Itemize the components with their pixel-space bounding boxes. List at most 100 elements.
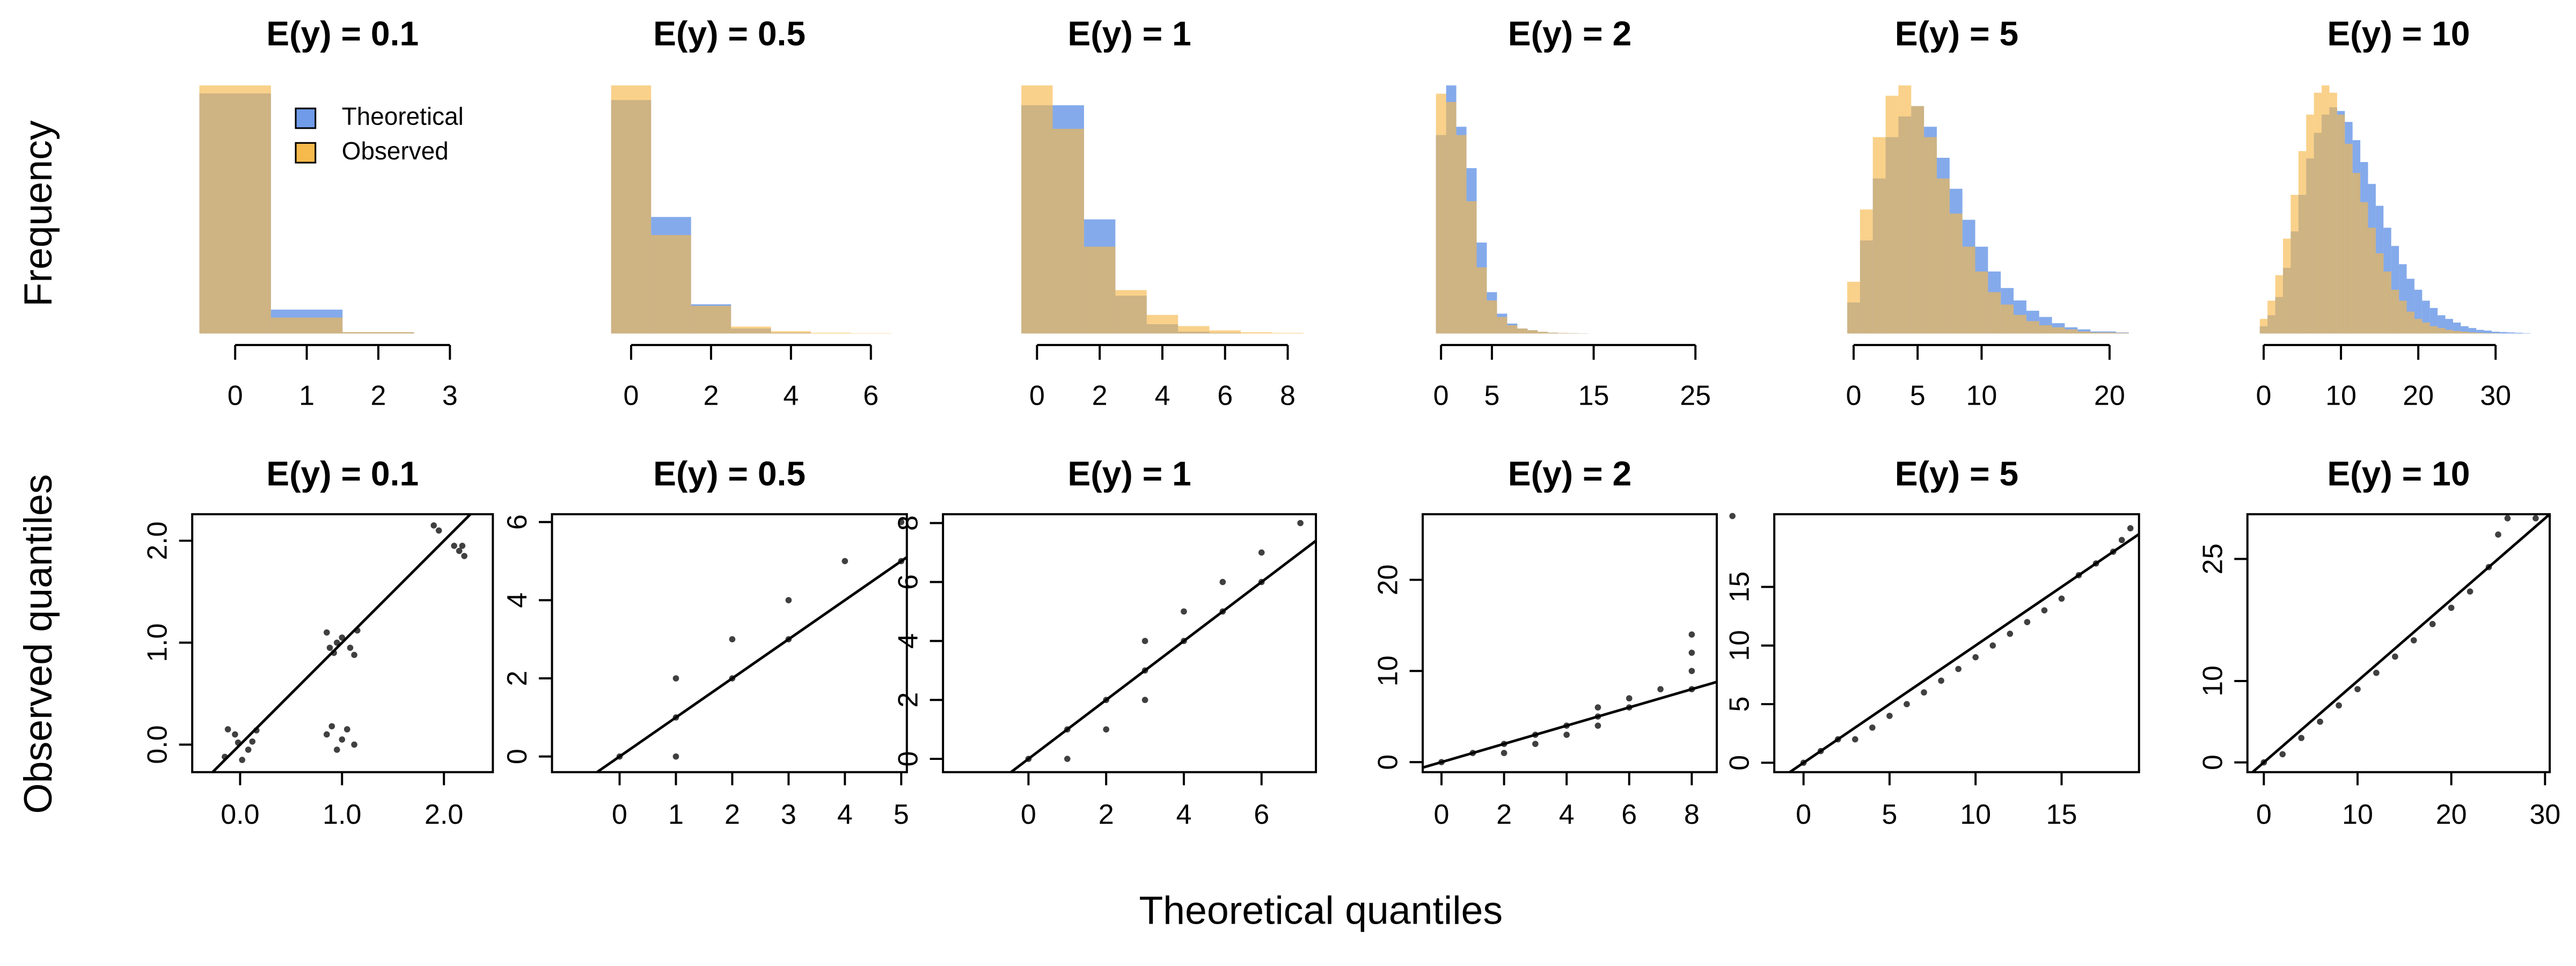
point: [324, 629, 330, 636]
point: [2317, 718, 2323, 725]
histogram-bar: [2399, 301, 2407, 334]
x-tick-label: 6: [863, 380, 879, 412]
histogram-bar: [2103, 332, 2116, 334]
x-tick-label: 0: [612, 799, 627, 830]
x-tick-label: 10: [2342, 799, 2373, 830]
histogram-bar: [2491, 332, 2500, 334]
reference-line: [2250, 514, 2550, 772]
reference-line: [1008, 539, 1316, 772]
x-tick-label: 10: [2325, 380, 2357, 412]
y-tick-label: 20: [1373, 565, 1404, 596]
x-tick-label: 1.0: [323, 799, 361, 830]
x-tick-label: 0: [1433, 380, 1449, 412]
x-tick-label: 4: [837, 799, 853, 830]
reference-line: [1787, 533, 2139, 772]
x-tick-label: 3: [442, 380, 458, 412]
point: [2467, 588, 2473, 595]
x-tick-label: 0: [1796, 799, 1811, 830]
legend-swatch: [295, 107, 317, 129]
histogram-bar: [2414, 319, 2423, 334]
point: [328, 723, 335, 730]
point: [1886, 713, 1893, 719]
point: [1181, 608, 1187, 615]
x-tick-label: 5: [1910, 380, 1926, 412]
y-tick-label: 2: [893, 692, 924, 708]
point: [343, 726, 350, 733]
histogram-bar: [2275, 275, 2284, 334]
point: [1921, 689, 1927, 696]
plot-frame: [1422, 513, 1718, 773]
histogram-bar: [1911, 106, 1924, 334]
chart-title: E(y) = 10: [2327, 455, 2470, 493]
histogram-bar: [1497, 317, 1507, 334]
histogram-bar: [2026, 321, 2039, 334]
point: [2373, 669, 2380, 676]
y-tick-label: 0: [2197, 755, 2228, 770]
histogram-bar: [2039, 325, 2052, 334]
point: [1938, 677, 1944, 684]
y-tick-label: 2.0: [142, 521, 173, 560]
chart-title: E(y) = 2: [1508, 455, 1631, 493]
point: [249, 738, 256, 745]
histogram-bar: [1949, 214, 1963, 334]
histogram-bar: [2267, 301, 2275, 334]
x-tick-label: 2: [1099, 799, 1114, 830]
point: [451, 543, 458, 549]
legend-swatch: [295, 142, 317, 164]
y-tick-label: 10: [1724, 630, 1755, 661]
y-tick-label: 4: [502, 592, 533, 608]
point: [1141, 638, 1148, 645]
point: [1258, 549, 1265, 556]
x-tick-label: 2: [724, 799, 740, 830]
histogram-bar: [1527, 330, 1538, 334]
chart-title: E(y) = 2: [1508, 14, 1631, 53]
point: [351, 741, 357, 748]
histogram-bar: [1021, 85, 1053, 334]
point: [1594, 704, 1601, 711]
histogram-bar: [2306, 114, 2314, 334]
histogram-bar: [2052, 327, 2065, 334]
chart-title: E(y) = 5: [1895, 455, 2018, 493]
x-tick-label: 4: [1559, 799, 1575, 830]
chart-title: E(y) = 10: [2327, 14, 2470, 53]
x-tick-label: 2: [370, 380, 386, 412]
chart-title: E(y) = 0.5: [653, 14, 806, 53]
histogram-bar: [691, 305, 731, 334]
point: [1103, 726, 1109, 733]
point: [1729, 513, 1736, 519]
histogram-bar: [1975, 271, 1988, 334]
x-tick-label: 10: [1966, 380, 1997, 412]
histogram-bar: [2314, 92, 2322, 334]
histogram-bar: [2499, 332, 2507, 334]
histogram-bar: [270, 317, 343, 334]
point: [339, 634, 346, 641]
histogram-bar: [1456, 135, 1467, 334]
point: [351, 652, 357, 658]
point: [2041, 607, 2048, 614]
y-tick-label: 8: [893, 515, 924, 531]
point: [456, 547, 463, 554]
histogram-bar: [1885, 96, 1899, 334]
point: [324, 731, 330, 738]
point: [1219, 579, 1226, 586]
x-tick-label: 1: [299, 380, 314, 412]
point: [1626, 695, 1633, 702]
y-tick-label: 0: [893, 751, 924, 767]
x-tick-label: 6: [1217, 380, 1233, 412]
x-tick-label: 0.0: [221, 799, 259, 830]
histogram-bar: [1240, 332, 1272, 334]
point: [1532, 741, 1539, 747]
point: [2410, 637, 2417, 643]
point: [2354, 686, 2361, 692]
x-tick-label: 8: [1684, 799, 1700, 830]
histogram-bar: [2445, 330, 2453, 334]
histogram-bar: [1487, 300, 1497, 334]
histogram-bar: [1178, 326, 1210, 334]
histogram-bar: [2322, 85, 2330, 334]
histogram-bar: [2484, 330, 2492, 334]
y-tick-label: 10: [1373, 655, 1404, 686]
point: [461, 553, 468, 559]
histogram-bar: [2090, 332, 2103, 334]
y-tick-label: 1.0: [142, 623, 173, 662]
